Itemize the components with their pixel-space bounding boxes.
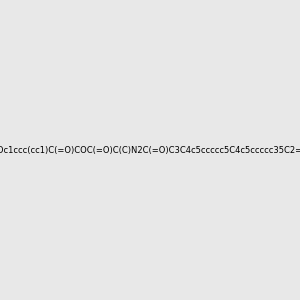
Text: COc1ccc(cc1)C(=O)COC(=O)C(C)N2C(=O)C3C4c5ccccc5C4c5ccccc35C2=O: COc1ccc(cc1)C(=O)COC(=O)C(C)N2C(=O)C3C4c… [0, 146, 300, 154]
